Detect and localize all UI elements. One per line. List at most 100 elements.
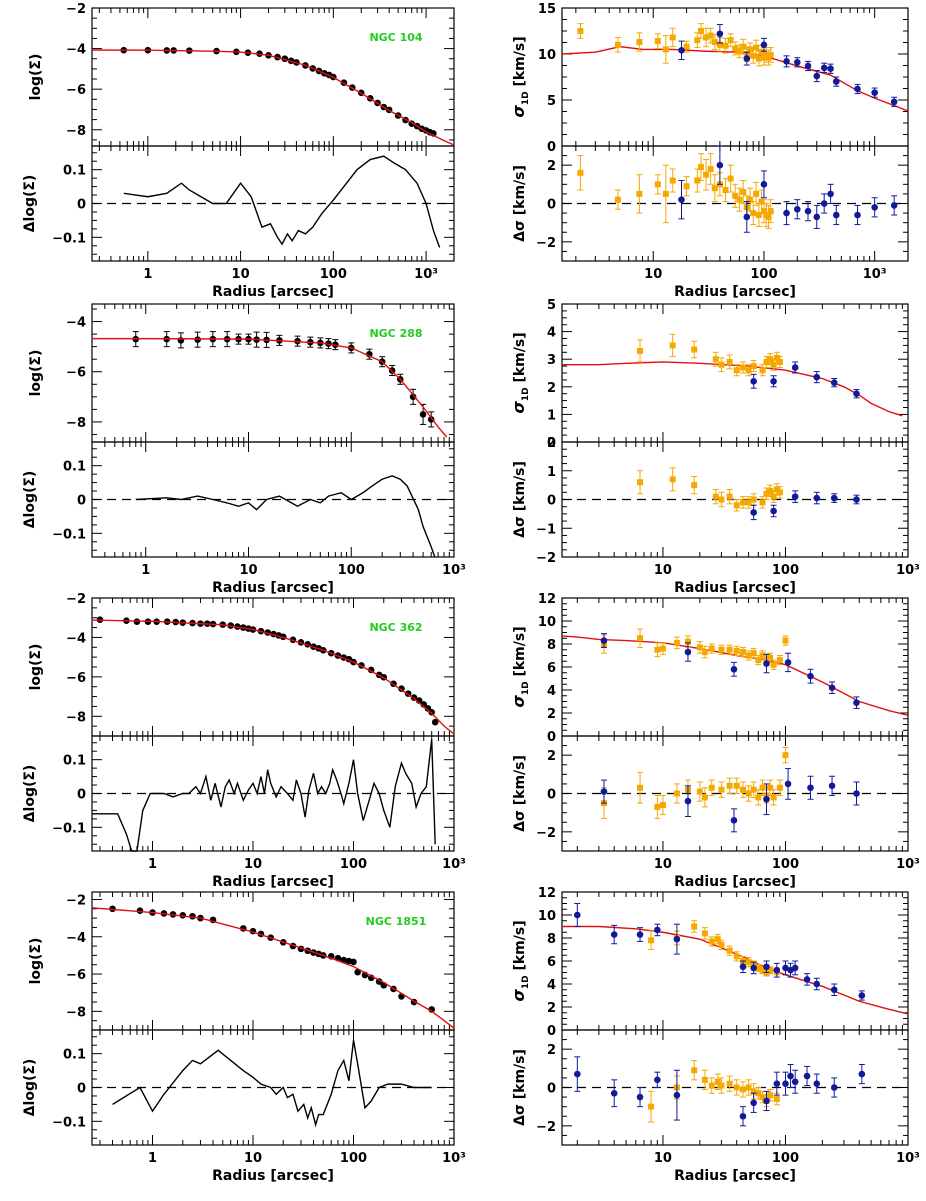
x-tick-label: 100 bbox=[772, 563, 799, 578]
y-tick-label: 0.1 bbox=[63, 754, 86, 769]
dispersion-residual-orange-point bbox=[758, 198, 765, 205]
cluster-name-label: NGC 1851 bbox=[366, 915, 427, 928]
y-tick-label: −2 bbox=[66, 592, 86, 607]
y-tick-label: −2 bbox=[536, 1120, 556, 1135]
dispersion-orange-point bbox=[718, 646, 725, 653]
dispersion-blue-point bbox=[783, 58, 790, 65]
surface-density-model bbox=[92, 337, 448, 438]
dispersion-orange-point bbox=[694, 37, 701, 44]
dispersion-orange-point bbox=[637, 347, 644, 354]
y-tick-label: −4 bbox=[66, 631, 86, 646]
dispersion-residual-blue-point bbox=[858, 1070, 866, 1078]
dispersion-blue-point bbox=[871, 89, 878, 96]
y-tick-label: 10 bbox=[538, 909, 556, 924]
dispersion-residual-blue-point bbox=[743, 213, 751, 221]
x-tick-label: 10 bbox=[654, 1151, 672, 1166]
y-tick-label: 1 bbox=[547, 465, 556, 480]
dispersion-residual-blue-point bbox=[782, 1080, 789, 1087]
dispersion-blue-point bbox=[773, 966, 781, 974]
dispersion-residual-orange-point bbox=[755, 794, 762, 801]
dispersion-orange-point bbox=[750, 363, 757, 370]
y-tick-label: −8 bbox=[66, 124, 86, 139]
dispersion-orange-point bbox=[707, 32, 714, 39]
y-tick-label: −8 bbox=[66, 416, 86, 431]
dispersion-residual-blue-point bbox=[853, 790, 860, 797]
x-tick-label: 10³ bbox=[896, 1151, 920, 1166]
y-tick-label: −1 bbox=[536, 522, 556, 537]
dispersion-orange-point bbox=[637, 635, 644, 642]
dispersion-residual-blue-point bbox=[739, 1112, 747, 1120]
dispersion-residual-orange-point bbox=[767, 487, 774, 494]
dispersion-blue-point bbox=[854, 85, 861, 93]
dispersion-blue-point bbox=[636, 931, 644, 938]
surface-density-residual bbox=[135, 475, 436, 558]
dispersion-residual-orange-point bbox=[782, 752, 789, 759]
y-tick-label: 2 bbox=[547, 707, 556, 722]
dispersion-orange-point bbox=[755, 657, 762, 664]
y-tick-label: 6 bbox=[547, 661, 556, 676]
dispersion-residual-blue-point bbox=[763, 795, 770, 803]
y-tick-label: 12 bbox=[538, 592, 556, 607]
dispersion-blue-point bbox=[853, 390, 860, 398]
dispersion-blue-point bbox=[750, 964, 757, 972]
dispersion-orange-point bbox=[683, 43, 690, 50]
dispersion-orange-point bbox=[726, 947, 733, 954]
dispersion-residual-blue-point bbox=[813, 213, 821, 221]
dispersion-residual-blue-point bbox=[791, 493, 799, 500]
dispersion-residual-orange-point bbox=[733, 1084, 740, 1091]
dispersion-blue-point bbox=[827, 65, 834, 73]
y-axis-label-dsigma: Δσ [km/s] bbox=[512, 755, 528, 832]
dispersion-residual-blue-point bbox=[820, 200, 828, 207]
x-tick-label: 10 bbox=[654, 857, 672, 872]
dispersion-residual-blue-point bbox=[730, 817, 738, 824]
y-axis-label-logsigma: log(Σ) bbox=[28, 350, 44, 397]
x-axis-label: Radius [arcsec] bbox=[212, 284, 334, 300]
dispersion-orange-point bbox=[767, 654, 774, 661]
dispersion-residual-orange-point bbox=[750, 1088, 757, 1095]
y-tick-label: 0 bbox=[547, 494, 556, 509]
x-tick-label: 100 bbox=[772, 857, 799, 872]
dispersion-orange-point bbox=[726, 358, 733, 365]
dispersion-residual-orange-point bbox=[722, 187, 729, 194]
x-tick-label: 10 bbox=[239, 563, 257, 578]
dispersion-residual-orange-point bbox=[750, 786, 757, 793]
dispersion-orange-point bbox=[750, 650, 757, 657]
dispersion-orange-point bbox=[669, 34, 676, 41]
surface-density-model bbox=[91, 619, 455, 735]
dispersion-blue-point bbox=[858, 992, 866, 999]
dispersion-residual-blue-point bbox=[853, 496, 860, 503]
dispersion-blue-point bbox=[600, 637, 608, 644]
dispersion-residual-blue-point bbox=[610, 1089, 618, 1097]
y-tick-label: 5 bbox=[547, 94, 556, 109]
dispersion-residual-orange-point bbox=[697, 164, 704, 171]
dispersion-residual-blue-point bbox=[804, 207, 812, 215]
x-tick-label: 10³ bbox=[414, 267, 438, 282]
cluster-name-label: NGC 104 bbox=[369, 31, 422, 44]
dispersion-blue-point bbox=[813, 373, 821, 381]
dispersion-orange-point bbox=[767, 967, 774, 974]
dispersion-residual-blue-point bbox=[813, 1080, 821, 1087]
dispersion-residual-blue-point bbox=[783, 209, 790, 217]
dispersion-blue-point bbox=[739, 963, 747, 971]
y-tick-label: −0.1 bbox=[52, 231, 86, 246]
dispersion-residual-orange-point bbox=[745, 1084, 752, 1091]
dispersion-orange-point bbox=[745, 652, 752, 659]
dispersion-blue-point bbox=[807, 672, 814, 680]
x-tick-label: 10 bbox=[654, 563, 672, 578]
dispersion-residual-orange-point bbox=[673, 790, 680, 797]
y-tick-label: 6 bbox=[547, 955, 556, 970]
dispersion-orange-point bbox=[758, 49, 765, 56]
y-axis-label-logsigma: log(Σ) bbox=[28, 938, 44, 985]
dispersion-blue-point bbox=[654, 926, 661, 934]
x-tick-label: 1 bbox=[148, 857, 157, 872]
dispersion-orange-point bbox=[745, 367, 752, 374]
y-tick-label: 0 bbox=[547, 730, 556, 745]
dispersion-residual-blue-point bbox=[807, 784, 814, 792]
dispersion-orange-point bbox=[767, 356, 774, 363]
y-tick-label: −6 bbox=[66, 366, 86, 381]
dispersion-orange-point bbox=[614, 41, 621, 48]
y-tick-label: 4 bbox=[547, 684, 556, 699]
dispersion-residual-orange-point bbox=[708, 784, 715, 791]
dispersion-residual-blue-point bbox=[773, 1080, 781, 1087]
